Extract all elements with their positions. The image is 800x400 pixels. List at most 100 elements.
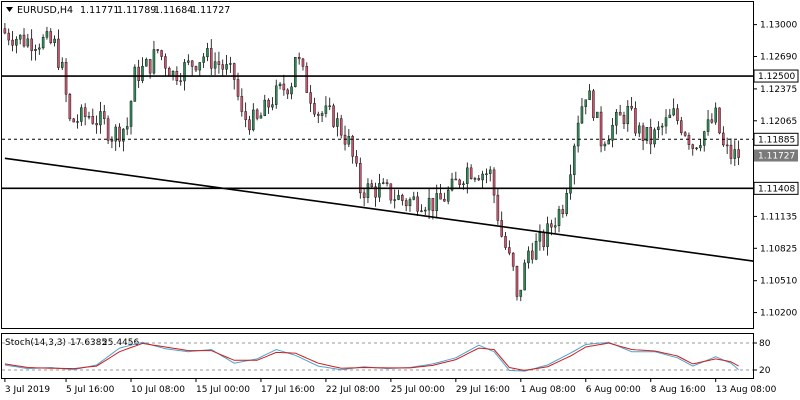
candle-body — [263, 99, 267, 116]
candle-body — [301, 58, 305, 67]
candle-body — [714, 107, 717, 123]
candle-body — [622, 114, 626, 125]
candle-body — [634, 108, 637, 134]
candle-body — [22, 34, 26, 47]
collapse-triangle-icon[interactable] — [6, 7, 13, 12]
candle-body — [385, 182, 389, 185]
candle-body — [676, 108, 679, 121]
candle-body — [15, 38, 18, 46]
candle-body — [133, 66, 137, 102]
candle-body — [645, 127, 649, 141]
candle-body — [725, 144, 729, 147]
candle-body — [137, 66, 140, 81]
time-tick-label: 29 Jul 16:00 — [456, 385, 510, 395]
trendline[interactable] — [4, 157, 755, 262]
candle-body — [393, 199, 396, 201]
stoch-signal-value: 25.4456 — [102, 338, 139, 348]
current-price-tag-label: 1.11727 — [758, 152, 795, 162]
candle-body — [271, 104, 274, 108]
candle-body — [83, 107, 87, 117]
candle-body — [427, 197, 431, 211]
candle-body — [125, 126, 129, 130]
price-tick-label: 1.13000 — [760, 21, 797, 31]
candle-body — [466, 167, 469, 184]
candle-body — [553, 225, 557, 228]
candle-body — [210, 48, 213, 69]
candle-body — [500, 220, 503, 237]
candle-body — [370, 183, 374, 187]
candle-body — [420, 210, 423, 212]
time-tick-label: 15 Jul 00:00 — [196, 385, 250, 395]
price-axis: 1.130001.126901.123751.120651.117501.111… — [753, 21, 797, 319]
time-tick-label: 8 Aug 16:00 — [651, 385, 706, 395]
candle-body — [412, 196, 416, 200]
price-tick-label: 1.10510 — [760, 277, 797, 287]
candle-body — [443, 198, 446, 202]
candle-body — [573, 145, 576, 175]
candle-body — [118, 126, 121, 142]
candle-body — [148, 59, 152, 74]
candle-body — [710, 119, 714, 123]
ohlc-close: 1.11727 — [191, 5, 230, 16]
candle-body — [702, 131, 706, 146]
candle-body — [167, 68, 171, 77]
candle-body — [347, 136, 351, 145]
time-tick-label: 6 Aug 00:00 — [586, 385, 641, 395]
price-tags: 1.12500 1.11885 1.11408 1.11727 — [753, 69, 799, 195]
candle-body — [592, 90, 595, 118]
candle-body — [626, 105, 630, 125]
candle-body — [462, 183, 465, 185]
time-tick-label: 17 Jul 16:00 — [261, 385, 315, 395]
candle-body — [374, 186, 377, 198]
candle-body — [450, 178, 454, 191]
candle-body — [362, 192, 366, 198]
candle-body — [672, 108, 675, 116]
candle-body — [129, 101, 133, 127]
candle-body — [397, 195, 400, 200]
time-tick-label: 1 Aug 08:00 — [521, 385, 576, 395]
price-tick-label: 1.12375 — [760, 85, 797, 95]
candle-body — [511, 252, 515, 267]
stoch-signal-line — [4, 342, 739, 371]
candle-body — [339, 118, 343, 136]
candle-body — [240, 96, 244, 112]
time-tick-label: 5 Jul 16:00 — [66, 385, 115, 395]
candle-body — [546, 223, 549, 247]
candle-body — [699, 145, 702, 149]
candle-body — [267, 99, 270, 108]
candle-body — [164, 56, 167, 69]
candle-body — [141, 66, 144, 81]
candle-body — [657, 126, 660, 131]
time-tick-label: 13 Aug 08:00 — [716, 385, 777, 395]
candle-body — [638, 125, 641, 134]
candle-body — [492, 169, 496, 196]
current-price-tag — [754, 149, 798, 162]
level-price-tag — [753, 69, 799, 83]
candle-body — [611, 125, 614, 141]
candle-body — [114, 126, 117, 142]
candle-body — [49, 31, 53, 43]
candle-body — [527, 250, 530, 264]
candle-body — [496, 194, 500, 221]
price-tick-label: 1.10825 — [760, 244, 797, 254]
candle-body — [232, 63, 236, 80]
candle-body — [401, 195, 404, 201]
candle-body — [729, 144, 733, 159]
candle-body — [458, 179, 461, 185]
candle-body — [431, 197, 435, 212]
level-price-tag-label: 1.11885 — [758, 135, 795, 145]
candle-body — [599, 111, 603, 147]
candle-body — [76, 121, 79, 123]
candle-body — [473, 178, 477, 180]
candle-body — [194, 66, 198, 71]
ohlc-open: 1.11771 — [80, 5, 119, 16]
stoch-pane-frame — [1, 333, 754, 379]
candle-body — [595, 111, 599, 118]
candle-body — [366, 183, 370, 198]
candle-body — [485, 173, 488, 175]
candle-body — [615, 111, 618, 126]
price-tick-label: 1.12690 — [760, 53, 797, 63]
candle-body — [618, 111, 622, 116]
candle-body — [110, 140, 114, 142]
